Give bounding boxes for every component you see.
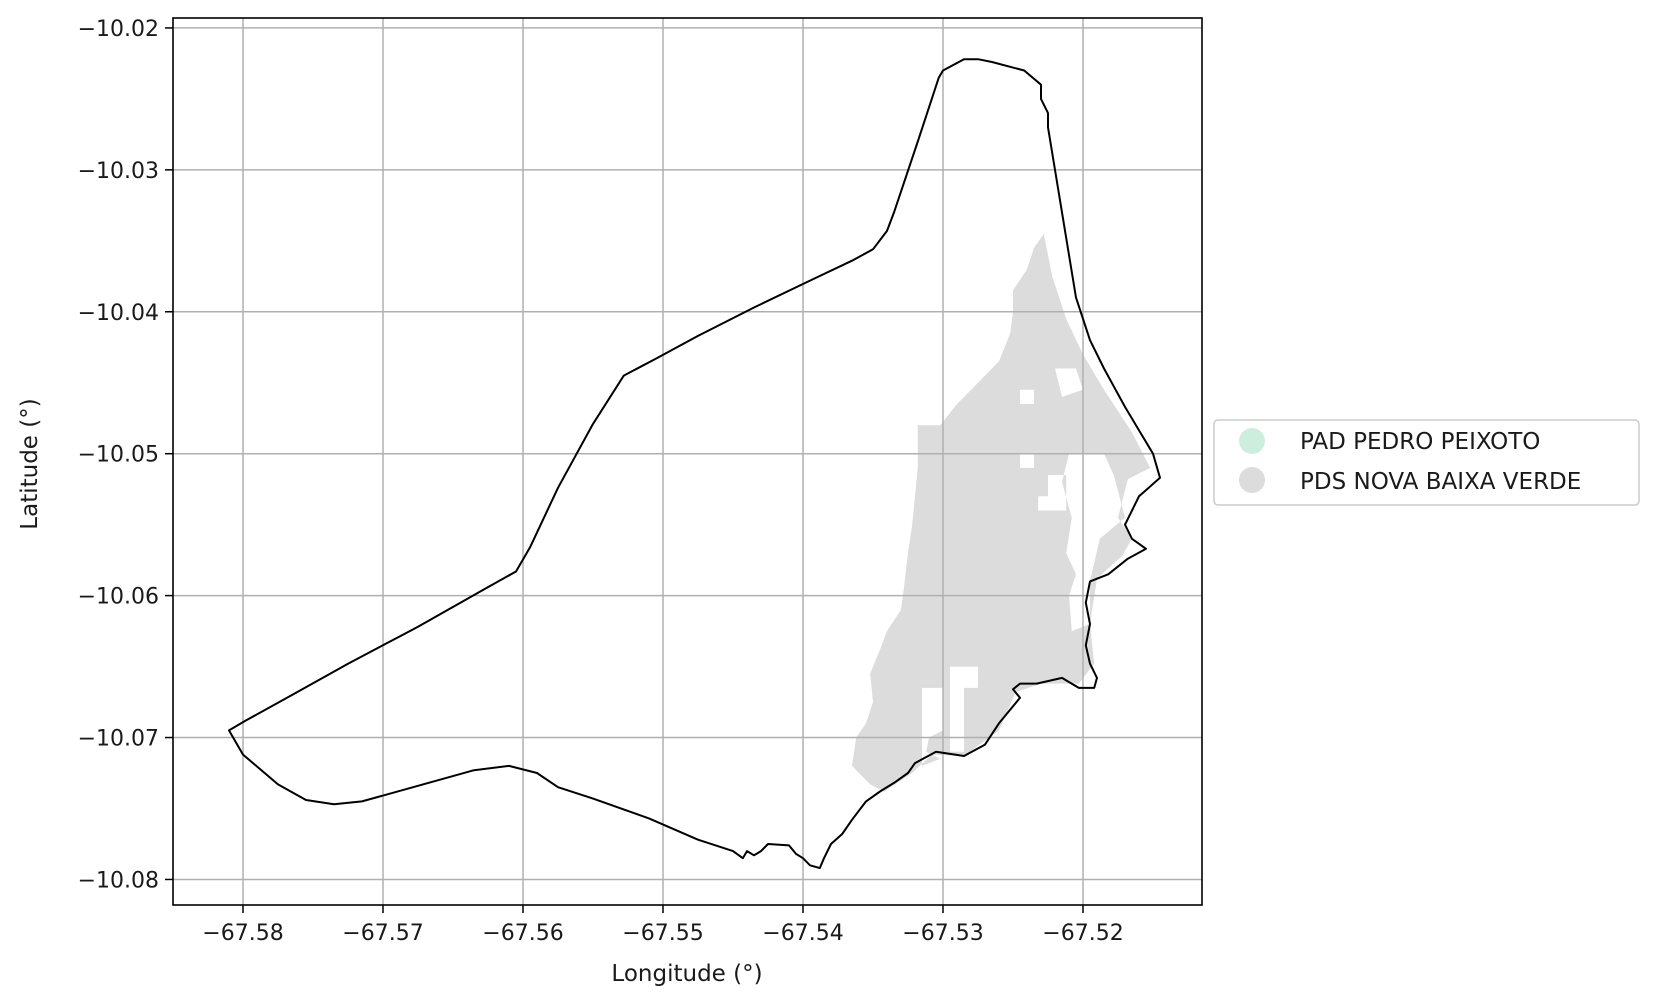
plot-area — [172, 17, 1203, 906]
x-tick-label: −67.52 — [1042, 921, 1123, 946]
x-tick-label: −67.55 — [622, 921, 703, 946]
legend-frame — [1213, 419, 1640, 506]
y-tick-label: −10.05 — [78, 443, 159, 468]
y-tick-label: −10.07 — [78, 727, 159, 752]
y-tick-label: −10.06 — [78, 585, 159, 610]
y-tick-label: −10.03 — [78, 159, 159, 184]
polygon-pds-nova-baixa-verde — [852, 233, 1151, 792]
x-axis-ticks: −67.58 −67.57 −67.56 −67.55 −67.54 −67.53 −67.… — [202, 905, 1124, 946]
legend-swatch-pds-nova-baixa-verde — [1239, 467, 1265, 493]
polygon-layer — [852, 233, 1151, 792]
axes-frame — [172, 17, 1203, 906]
legend-swatch-pad-pedro-peixoto — [1239, 428, 1265, 454]
legend: PAD PEDRO PEIXOTO PDS NOVA BAIXA VERDE — [1213, 419, 1640, 506]
y-tick-label: −10.08 — [78, 868, 159, 893]
x-tick-label: −67.58 — [202, 921, 283, 946]
y-tick-label: −10.02 — [78, 17, 159, 42]
x-tick-label: −67.54 — [762, 921, 843, 946]
legend-label-pad-pedro-peixoto: PAD PEDRO PEIXOTO — [1300, 429, 1540, 455]
y-axis-ticks: −10.02 −10.03 −10.04 −10.05 −10.06 −10.07 −10.… — [78, 17, 173, 893]
boundary-outline-layer — [228, 58, 1161, 870]
x-tick-label: −67.53 — [902, 921, 983, 946]
y-tick-label: −10.04 — [78, 301, 159, 326]
boundary-outline — [228, 58, 1161, 870]
x-tick-label: −67.57 — [342, 921, 423, 946]
y-axis-label: Latitude (°) — [17, 398, 43, 529]
x-tick-label: −67.56 — [482, 921, 563, 946]
x-axis-label: Longitude (°) — [611, 961, 762, 987]
grid-lines — [173, 18, 1202, 905]
legend-label-pds-nova-baixa-verde: PDS NOVA BAIXA VERDE — [1300, 469, 1581, 495]
